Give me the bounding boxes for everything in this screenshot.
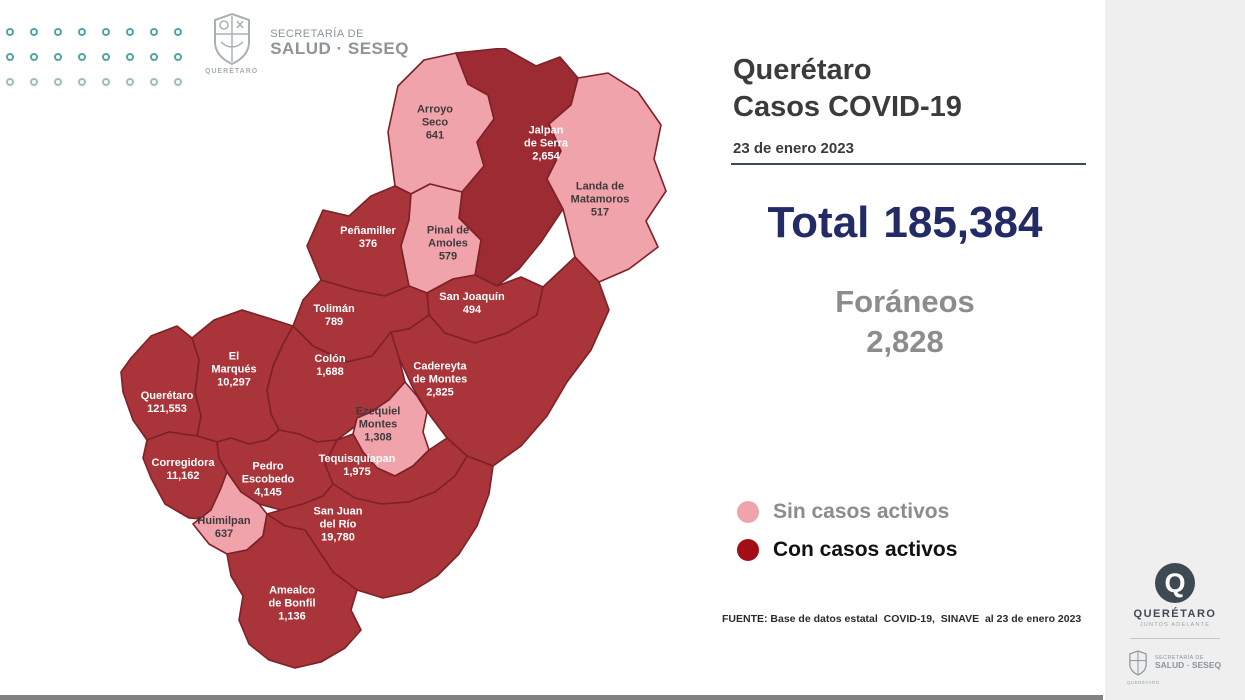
region-queretaro	[120, 325, 202, 441]
sidebar-tagline: JUNTOS ADELANTE	[1139, 622, 1211, 628]
source-note: FUENTE: Base de datos estatal COVID-19, …	[722, 613, 1082, 625]
dot-pattern	[6, 28, 198, 103]
date-underline	[731, 163, 1086, 165]
legend-dot-pink	[737, 501, 759, 523]
sidebar-divider	[1130, 638, 1220, 639]
right-sidebar: Q QUERÉTARO JUNTOS ADELANTE SECRETARÍA D…	[1105, 0, 1245, 700]
total-cases: Total 185,384	[705, 198, 1105, 248]
foraneos-label: Foráneos	[835, 284, 975, 319]
bottom-edge-bar	[0, 695, 1103, 700]
foraneos-value: 2,828	[866, 324, 944, 360]
queretaro-q-logo-icon: Q	[1155, 563, 1195, 603]
title-line1: Querétaro	[733, 54, 872, 86]
region-huimilpan	[192, 471, 268, 555]
legend-label-con-casos: Con casos activos	[773, 538, 958, 561]
total-value: 185,384	[883, 198, 1043, 247]
page-title: Querétaro Casos COVID-19	[733, 52, 962, 126]
legend-item-con-casos: Con casos activos	[737, 538, 957, 562]
sidebar-state-name: QUERÉTARO	[1133, 608, 1217, 620]
secretaria-de-label: SECRETARÍA DE	[270, 28, 364, 41]
legend-dot-dark-red	[737, 539, 759, 561]
region-landa-de-matamoros	[546, 72, 667, 283]
legend-label-sin-casos: Sin casos activos	[773, 500, 950, 523]
coat-of-arms-icon: QUERÉTARO	[205, 12, 258, 75]
legend-item-sin-casos: Sin casos activos	[737, 500, 957, 524]
total-label: Total	[767, 198, 870, 247]
legend: Sin casos activos Con casos activos	[737, 500, 957, 576]
region-penamiller	[306, 185, 412, 297]
sidebar-crest-caption: QUERÉTARO	[1127, 680, 1160, 685]
foraneos-cases: Foráneos 2,828	[705, 282, 1105, 363]
title-line2: Casos COVID-19	[733, 91, 962, 124]
region-amealco-de-bonfil	[226, 513, 362, 669]
gov-logo: QUERÉTARO SECRETARÍA DE SALUD · SESEQ	[205, 12, 409, 75]
coat-of-arms-small-icon	[1129, 650, 1147, 676]
crest-caption: QUERÉTARO	[205, 68, 259, 75]
region-jalpan-de-serra	[455, 48, 579, 287]
report-date: 23 de enero 2023	[733, 140, 854, 157]
sidebar-secretaria-logo: SECRETARÍA DE SALUD · SESEQ QUERÉTARO	[1127, 650, 1222, 685]
sidebar-secretaria-line1: SECRETARÍA DE	[1155, 654, 1204, 661]
salud-seseq-label: SALUD · SESEQ	[270, 39, 409, 59]
queretaro-municipal-map: Arroyo Seco 641 Jalpan de Serra 2,654 Land…	[110, 48, 690, 680]
sidebar-secretaria-line2: SALUD · SESEQ	[1155, 660, 1222, 671]
